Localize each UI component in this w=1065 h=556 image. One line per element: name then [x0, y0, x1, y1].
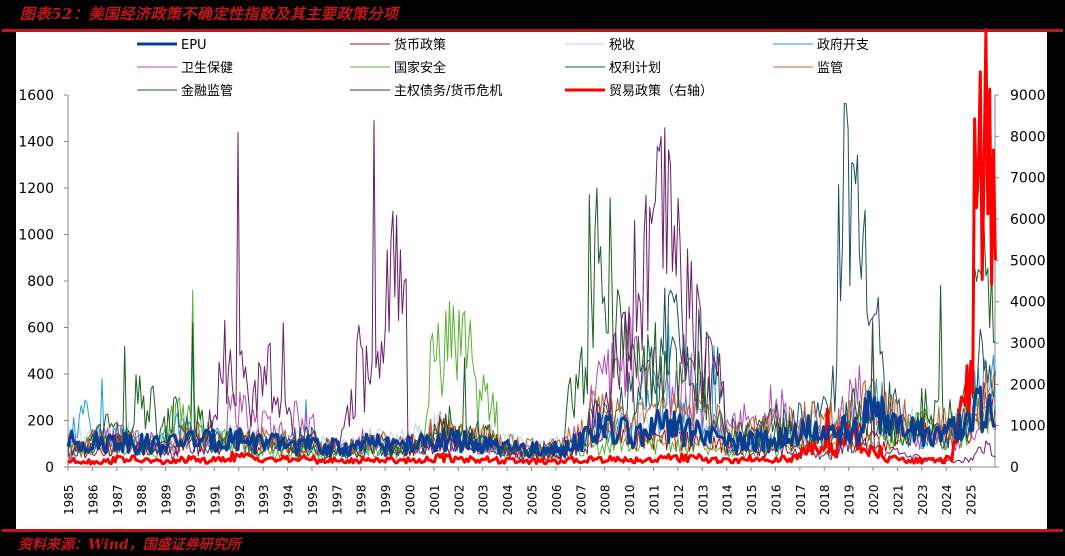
- left-tick-label: 0: [45, 460, 54, 476]
- legend-label: 贸易政策（右轴）: [609, 83, 713, 99]
- legend-item: 金融监管: [137, 83, 233, 99]
- legend-item: 贸易政策（右轴）: [565, 83, 713, 99]
- x-tick-label: 2005: [526, 484, 540, 515]
- x-tick-label: 1989: [160, 484, 174, 515]
- left-tick-label: 1000: [18, 228, 54, 244]
- left-tick-label: 200: [27, 414, 54, 430]
- legend-label: 金融监管: [181, 83, 233, 99]
- x-tick-label: 2004: [501, 484, 515, 515]
- source-note: 资料来源：Wind，国盛证券研究所: [18, 537, 241, 553]
- x-tick-label: 1997: [330, 484, 344, 515]
- x-tick-label: 1999: [379, 484, 393, 515]
- bottom-divider: [2, 529, 1063, 532]
- x-tick-label: 2016: [769, 484, 783, 515]
- legend-item: 卫生保健: [137, 61, 233, 76]
- x-tick-label: 1988: [135, 484, 149, 515]
- top-divider: [2, 29, 1063, 32]
- x-tick-label: 2002: [452, 484, 466, 515]
- x-tick-label: 1995: [306, 484, 320, 515]
- left-tick-label: 800: [27, 274, 54, 290]
- legend-label: 政府开支: [817, 38, 869, 53]
- x-tick-label: 2023: [916, 484, 930, 515]
- x-tick-label: 1992: [233, 484, 247, 515]
- legend-label: 货币政策: [394, 37, 446, 53]
- legend-label: 权利计划: [609, 60, 661, 76]
- x-tick-label: 1990: [184, 484, 198, 515]
- x-tick-label: 2003: [477, 484, 491, 515]
- right-tick-label: 2000: [1010, 377, 1046, 393]
- x-tick-label: 1993: [257, 484, 271, 515]
- x-tick-label: 1991: [208, 484, 222, 515]
- x-tick-label: 2000: [404, 484, 418, 515]
- x-tick-label: 2013: [696, 484, 710, 515]
- x-tick-label: 1998: [355, 484, 369, 515]
- x-tick-label: 2024: [940, 484, 954, 515]
- right-tick-label: 4000: [1010, 295, 1046, 311]
- legend-item: 国家安全: [350, 60, 446, 76]
- x-tick-label: 2018: [818, 484, 832, 515]
- x-tick-label: 2011: [647, 484, 661, 515]
- x-tick-label: 1994: [282, 484, 296, 515]
- legend-label: 国家安全: [394, 60, 446, 76]
- x-tick-label: 2001: [428, 484, 442, 515]
- series-line: [67, 103, 996, 458]
- right-tick-label: 1000: [1010, 419, 1046, 435]
- legend-item: 税收: [565, 38, 635, 53]
- x-tick-label: 2007: [574, 484, 588, 515]
- legend-item: 权利计划: [565, 60, 661, 76]
- x-tick-label: 2010: [623, 484, 637, 515]
- legend-item: 货币政策: [350, 37, 446, 53]
- legend-label: 卫生保健: [181, 61, 233, 76]
- series-line: [66, 385, 997, 459]
- right-tick-label: 7000: [1010, 171, 1046, 187]
- right-tick-label: 6000: [1010, 212, 1046, 228]
- right-tick-label: 0: [1010, 460, 1019, 476]
- legend-label: 主权债务/货币危机: [394, 83, 502, 99]
- x-tick-label: 2015: [745, 484, 759, 515]
- left-tick-label: 1600: [18, 88, 54, 104]
- series-lines: [66, 28, 997, 466]
- right-tick-label: 5000: [1010, 253, 1046, 269]
- legend-item: 主权债务/货币危机: [350, 83, 502, 99]
- right-tick-label: 9000: [1010, 88, 1046, 104]
- legend-item: 政府开支: [773, 38, 869, 53]
- x-tick-label: 2021: [891, 484, 905, 515]
- left-tick-label: 1200: [18, 181, 54, 197]
- x-tick-label: 2012: [672, 484, 686, 515]
- left-tick-label: 1400: [18, 135, 54, 151]
- legend-label: 监管: [817, 61, 843, 76]
- x-tick-label: 1986: [86, 484, 100, 515]
- x-tick-label: 2019: [843, 484, 857, 515]
- x-tick-label: 2006: [550, 484, 564, 515]
- legend-label: 税收: [609, 38, 635, 53]
- legend-item: 监管: [773, 61, 843, 76]
- axes: 0 200 400 600 800 1000 1200 1400 1600 0 1000 2000 30…: [18, 88, 1045, 515]
- chart-title: 图表52：美国经济政策不确定性指数及其主要政策分项: [20, 5, 399, 23]
- x-tick-label: 2008: [599, 484, 613, 515]
- left-tick-label: 600: [27, 321, 54, 337]
- x-tick-label: 2020: [867, 484, 881, 515]
- x-tick-label: 1985: [62, 484, 76, 515]
- legend-label: EPU: [181, 38, 207, 53]
- left-tick-label: 400: [27, 367, 54, 383]
- legend-item: EPU: [137, 38, 207, 53]
- right-tick-label: 3000: [1010, 336, 1046, 352]
- x-tick-label: 2025: [965, 484, 979, 515]
- x-tick-label: 2014: [721, 484, 735, 515]
- x-tick-label: 2017: [794, 484, 808, 515]
- x-tick-label: 1987: [111, 484, 125, 515]
- right-tick-label: 8000: [1010, 129, 1046, 145]
